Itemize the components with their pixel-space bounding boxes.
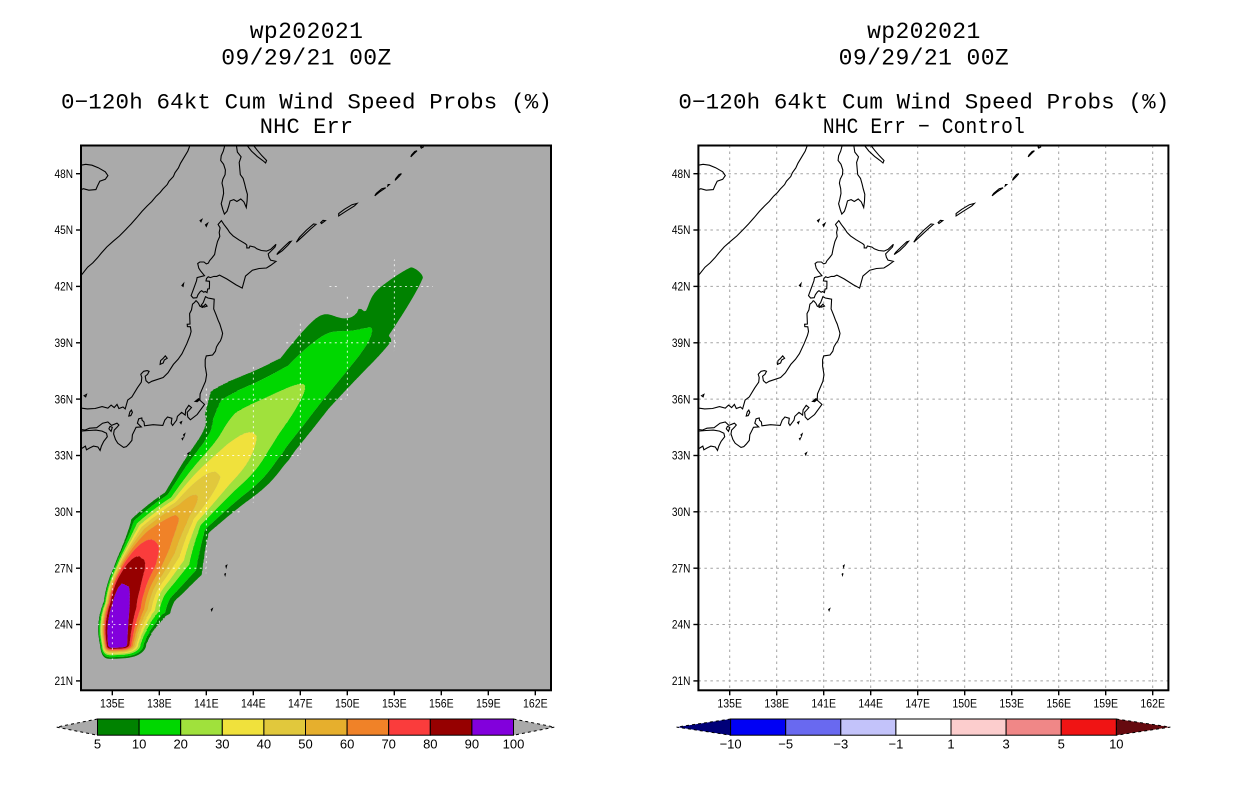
svg-text:141E: 141E (194, 697, 219, 711)
svg-text:wp202021: wp202021 (867, 19, 981, 45)
svg-text:50: 50 (298, 737, 312, 752)
svg-text:33N: 33N (672, 449, 691, 463)
svg-text:90: 90 (465, 737, 479, 752)
svg-text:156E: 156E (1046, 697, 1071, 711)
svg-text:80: 80 (423, 737, 437, 752)
svg-text:NHC Err − Control: NHC Err − Control (823, 115, 1025, 140)
svg-text:30: 30 (215, 737, 229, 752)
svg-text:24N: 24N (672, 618, 691, 632)
svg-text:0−120h 64kt Cum Wind Speed Pro: 0−120h 64kt Cum Wind Speed Probs (%) (678, 91, 1169, 116)
svg-text:39N: 39N (672, 336, 691, 350)
svg-text:21N: 21N (55, 674, 74, 688)
svg-text:135E: 135E (100, 697, 125, 711)
svg-text:156E: 156E (429, 697, 454, 711)
svg-text:27N: 27N (55, 561, 74, 575)
svg-text:162E: 162E (1140, 697, 1165, 711)
svg-text:−3: −3 (833, 737, 848, 752)
svg-text:141E: 141E (811, 697, 836, 711)
svg-text:36N: 36N (672, 392, 691, 406)
svg-text:0−120h 64kt Cum Wind Speed Pro: 0−120h 64kt Cum Wind Speed Probs (%) (61, 91, 552, 116)
svg-text:147E: 147E (905, 697, 930, 711)
svg-text:5: 5 (1058, 737, 1065, 752)
svg-text:wp202021: wp202021 (250, 19, 364, 45)
svg-text:5: 5 (94, 737, 101, 752)
svg-text:138E: 138E (764, 697, 789, 711)
svg-text:1: 1 (947, 737, 954, 752)
svg-text:147E: 147E (288, 697, 313, 711)
svg-text:162E: 162E (523, 697, 548, 711)
svg-text:−5: −5 (778, 737, 793, 752)
svg-text:135E: 135E (717, 697, 742, 711)
svg-text:09/29/21 00Z: 09/29/21 00Z (221, 46, 391, 72)
svg-text:−10: −10 (720, 737, 742, 752)
svg-text:153E: 153E (382, 697, 407, 711)
svg-text:42N: 42N (55, 280, 74, 294)
svg-text:150E: 150E (335, 697, 360, 711)
svg-text:24N: 24N (55, 618, 74, 632)
svg-text:138E: 138E (147, 697, 172, 711)
svg-text:60: 60 (340, 737, 354, 752)
svg-text:09/29/21 00Z: 09/29/21 00Z (839, 46, 1009, 72)
svg-text:20: 20 (173, 737, 187, 752)
svg-text:36N: 36N (55, 392, 74, 406)
svg-text:48N: 48N (672, 167, 691, 181)
svg-text:153E: 153E (999, 697, 1024, 711)
svg-text:−1: −1 (888, 737, 903, 752)
svg-text:39N: 39N (55, 336, 74, 350)
svg-text:40: 40 (257, 737, 271, 752)
svg-text:159E: 159E (476, 697, 501, 711)
svg-text:30N: 30N (55, 505, 74, 519)
svg-text:159E: 159E (1093, 697, 1118, 711)
svg-text:48N: 48N (55, 167, 74, 181)
svg-text:33N: 33N (55, 449, 74, 463)
svg-text:3: 3 (1002, 737, 1009, 752)
svg-text:150E: 150E (952, 697, 977, 711)
svg-text:144E: 144E (241, 697, 266, 711)
svg-text:10: 10 (132, 737, 146, 752)
svg-text:27N: 27N (672, 561, 691, 575)
svg-text:45N: 45N (672, 223, 691, 237)
svg-text:45N: 45N (55, 223, 74, 237)
svg-text:42N: 42N (672, 280, 691, 294)
svg-text:21N: 21N (672, 674, 691, 688)
svg-text:NHC Err: NHC Err (260, 115, 353, 140)
svg-text:100: 100 (503, 737, 525, 752)
svg-text:144E: 144E (858, 697, 883, 711)
svg-text:70: 70 (381, 737, 395, 752)
svg-text:30N: 30N (672, 505, 691, 519)
svg-text:10: 10 (1109, 737, 1123, 752)
